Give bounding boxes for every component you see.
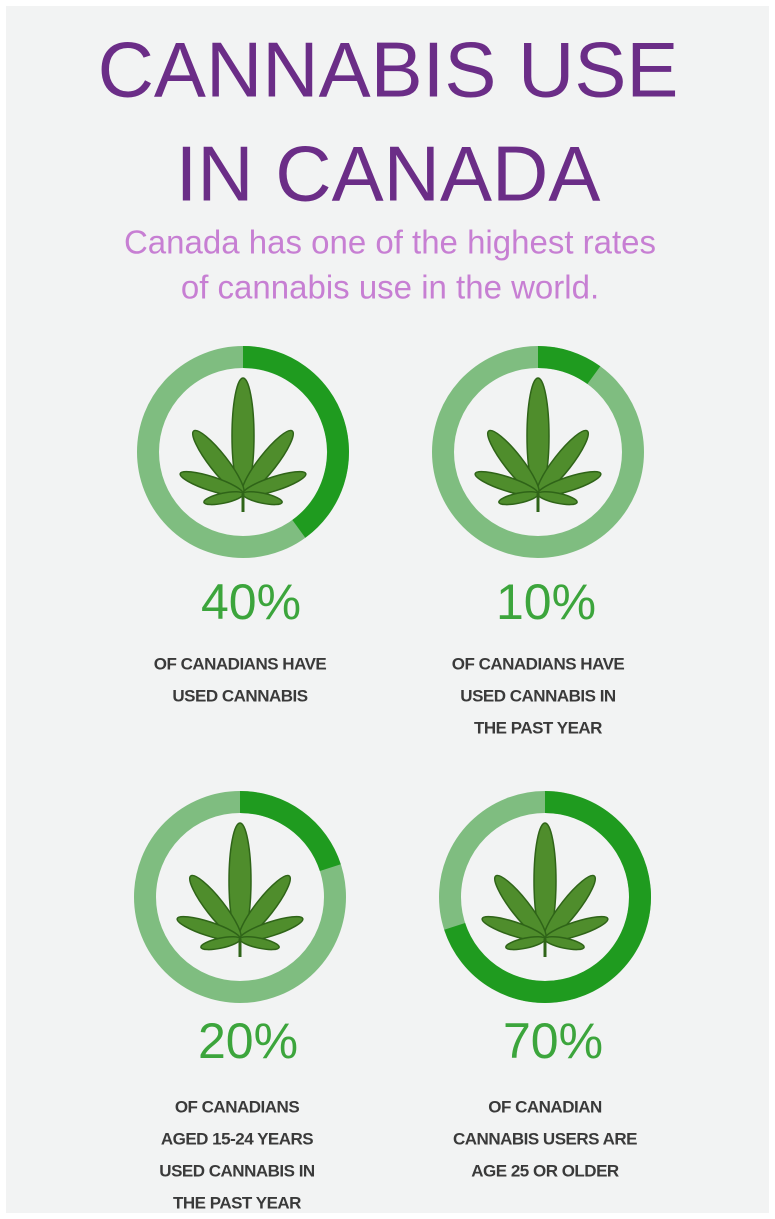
donut-arc [537,346,601,385]
donut-arc [242,346,349,538]
caption-line: AGED 15-24 YEARS [161,1129,313,1148]
caption-line: OF CANADIANS HAVE [452,654,625,673]
caption-line: THE PAST YEAR [173,1193,301,1212]
caption-line: CANNABIS USERS ARE [453,1129,637,1148]
percent-label: 10% [496,574,596,630]
background [6,6,769,1213]
percent-label: 40% [201,574,301,630]
donut-arc [444,791,651,1003]
subtitle-line: Canada has one of the highest rates [124,224,656,261]
caption-line: USED CANNABIS [172,686,307,705]
percent-label: 70% [503,1013,603,1069]
donut-arc [239,791,341,872]
subtitle-line: of cannabis use in the world. [181,269,599,306]
caption-line: USED CANNABIS IN [159,1161,315,1180]
caption-line: THE PAST YEAR [474,718,602,737]
caption-line: OF CANADIANS HAVE [154,654,327,673]
caption-line: AGE 25 OR OLDER [471,1161,619,1180]
caption-line: OF CANADIANS [175,1097,299,1116]
percent-label: 20% [198,1013,298,1069]
title-line: IN CANADA [176,130,601,218]
title-line: CANNABIS USE [98,26,679,114]
caption-line: OF CANADIAN [488,1097,602,1116]
caption-line: USED CANNABIS IN [460,686,616,705]
